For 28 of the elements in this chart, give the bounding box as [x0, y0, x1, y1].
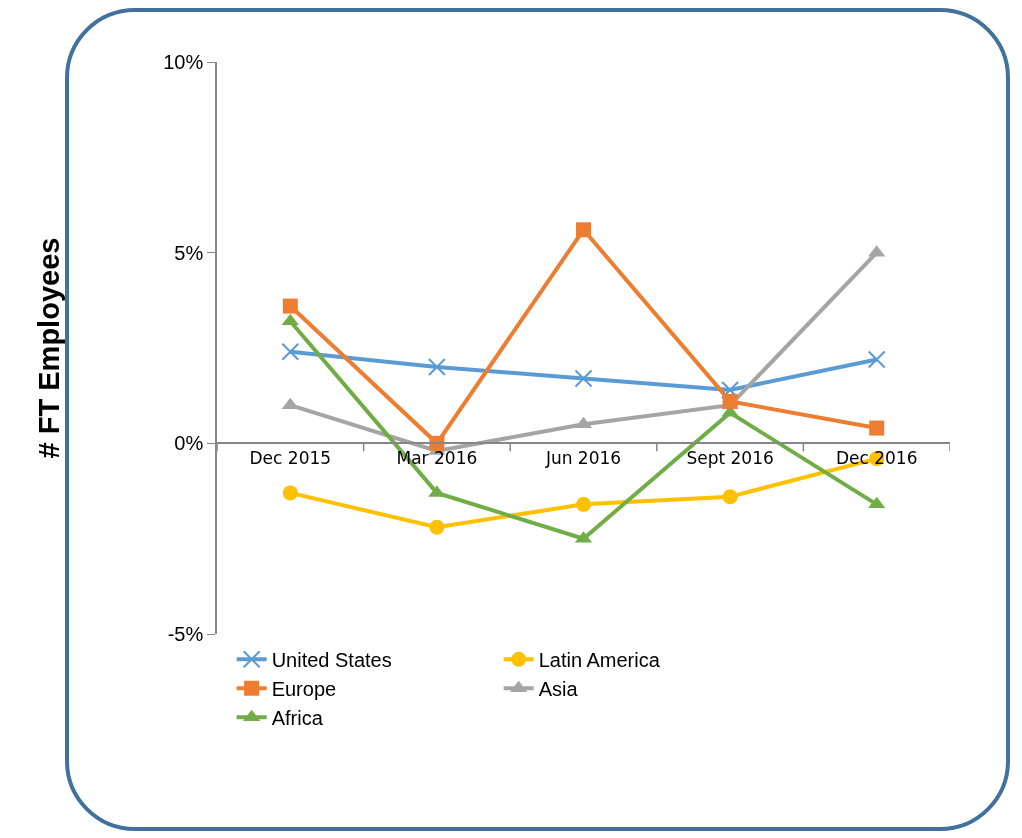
y-tick-label: -5% [167, 623, 204, 645]
y-tick-label: 0% [174, 432, 204, 455]
x-tick-label: Jun 2016 [544, 448, 622, 469]
x-tick-label: Sept 2016 [686, 448, 774, 469]
point [427, 358, 446, 377]
legend-label: Asia [538, 678, 579, 701]
legend-label: United States [271, 649, 392, 672]
point [576, 222, 591, 238]
x-tick-label: Dec 2015 [249, 448, 332, 469]
point [282, 298, 298, 314]
point [282, 485, 298, 501]
legend-label: Latin America [538, 649, 661, 672]
point [281, 313, 299, 326]
legend-label: Europe [271, 678, 337, 701]
legend-label: Africa [271, 707, 324, 730]
y-axis-title: # FT Employees [33, 237, 66, 459]
point [281, 342, 300, 361]
point [576, 496, 591, 512]
point [869, 420, 885, 436]
point [574, 369, 593, 388]
y-tick-label: 10% [163, 51, 204, 73]
point [722, 393, 738, 409]
point [868, 496, 886, 509]
point [429, 519, 445, 535]
y-tick-label: 5% [174, 241, 204, 264]
point [721, 380, 740, 399]
point [722, 489, 738, 505]
point [867, 350, 886, 369]
